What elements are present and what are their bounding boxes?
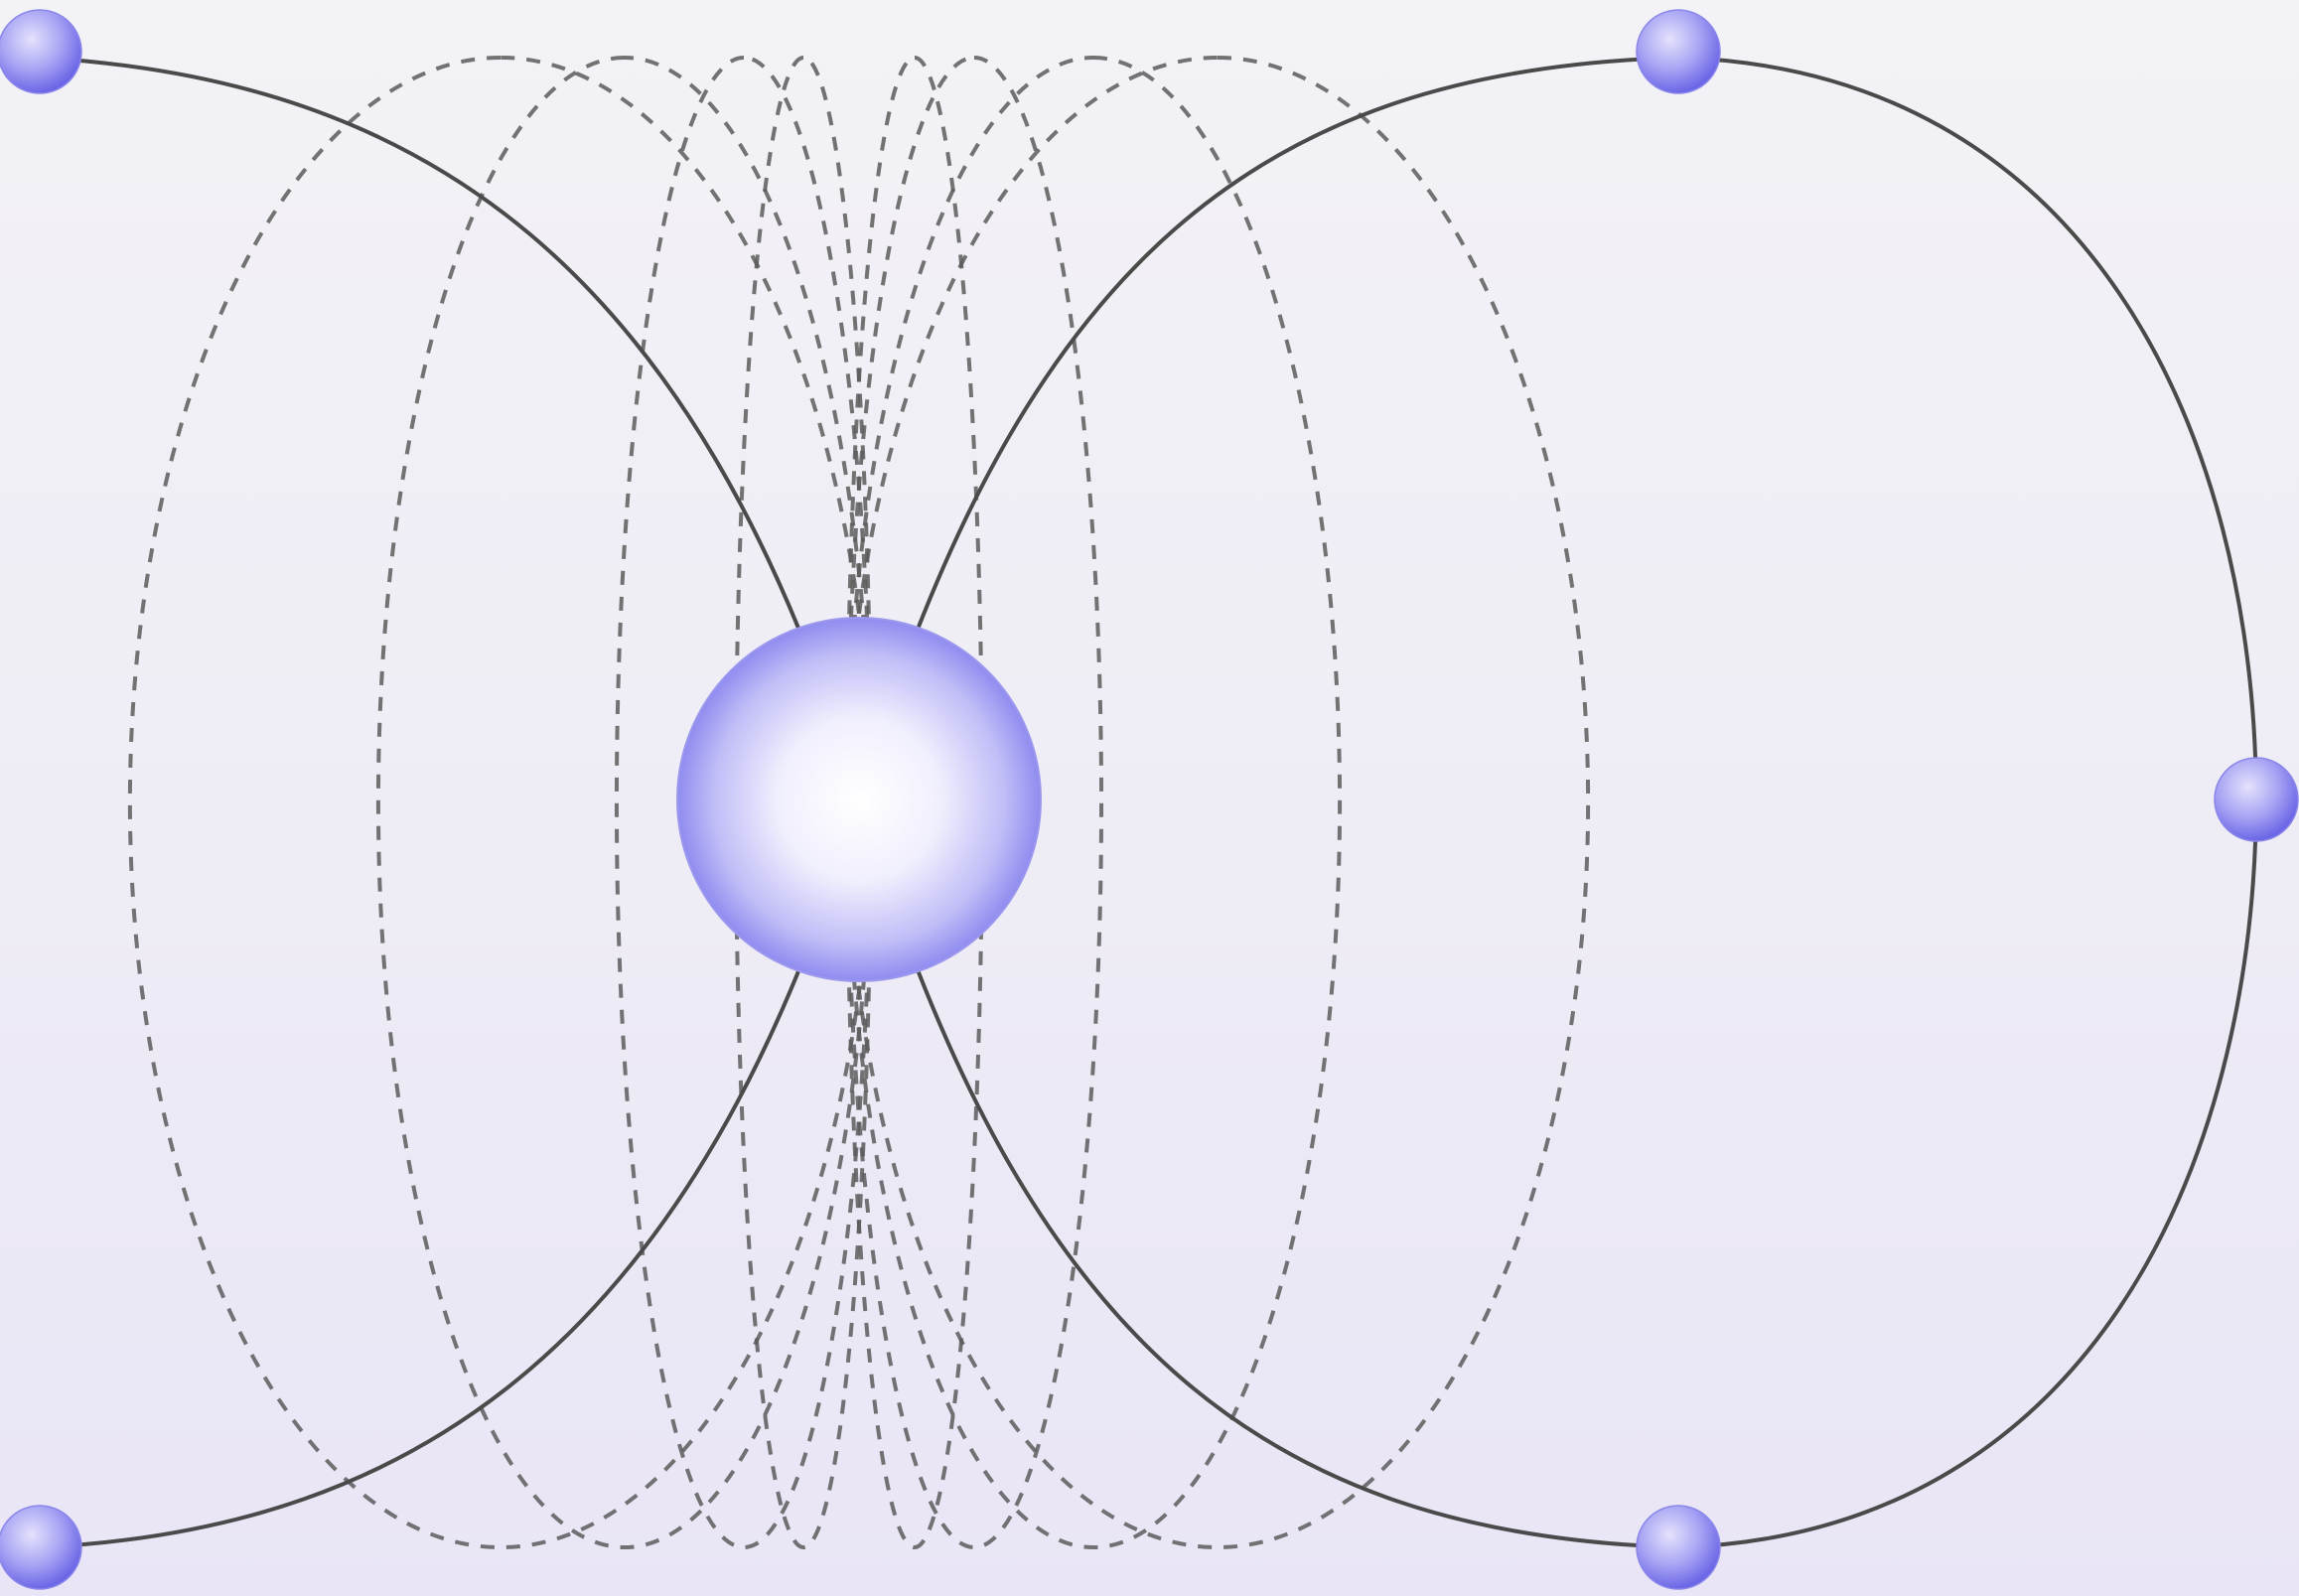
field-line-left-1	[734, 56, 873, 1550]
central-sphere	[676, 617, 1042, 982]
orbit-line-right	[856, 55, 2259, 1550]
field-line-right-4	[845, 56, 1590, 1550]
field-line-left-4	[128, 56, 873, 1550]
node-bottom-left-sphere	[0, 1505, 82, 1590]
node-bottom-right-sphere	[1636, 1505, 1721, 1590]
dashed-field-lines	[128, 56, 1590, 1550]
field-line-right-3	[845, 56, 1342, 1550]
field-line-left-3	[376, 56, 873, 1550]
node-top-left-sphere	[0, 9, 82, 94]
node-right-sphere	[2214, 757, 2299, 842]
field-line-left-2	[615, 56, 873, 1550]
solid-orbit-lines	[39, 55, 2259, 1550]
field-line-right-2	[845, 56, 1103, 1550]
node-top-right-sphere	[1636, 9, 1721, 94]
node-spheres	[0, 9, 2299, 1590]
field-line-right-1	[845, 56, 984, 1550]
